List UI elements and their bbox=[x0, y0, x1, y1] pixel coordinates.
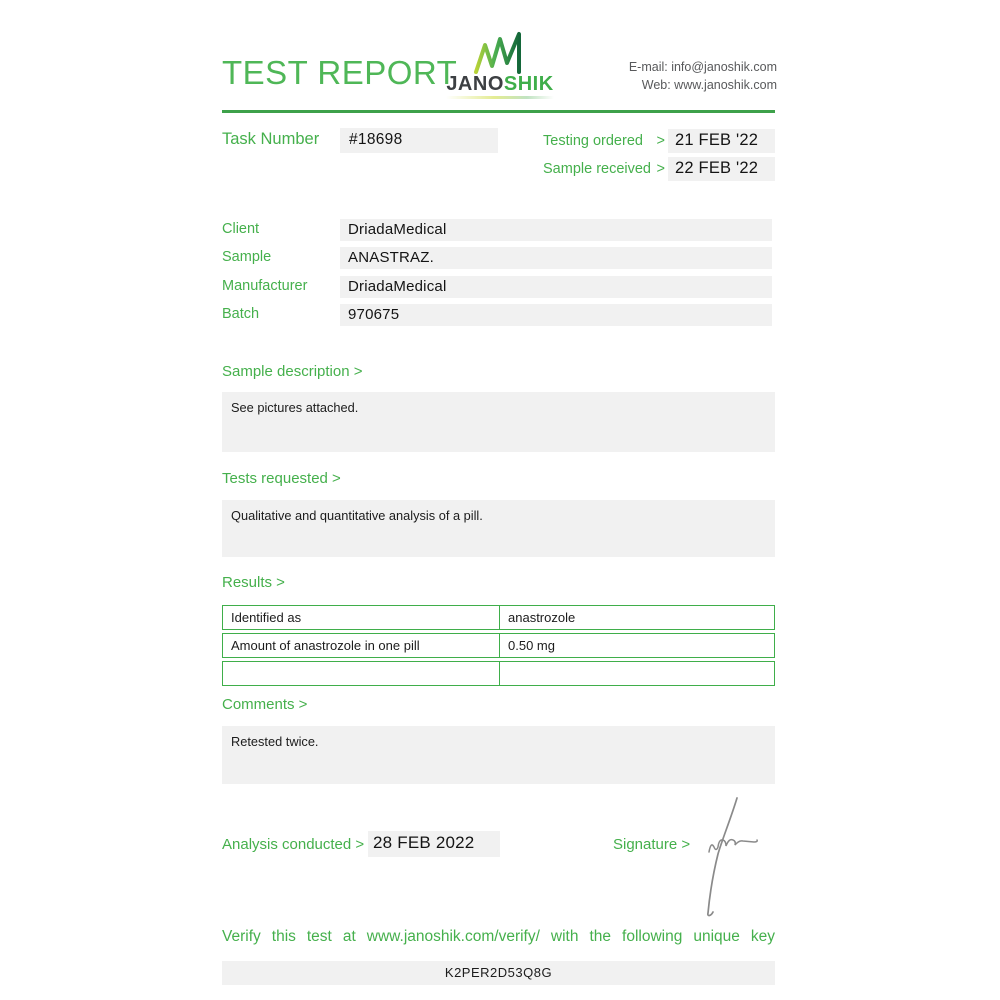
sample-label: Sample bbox=[222, 249, 272, 265]
verify-key-value: K2PER2D53Q8G bbox=[444, 965, 553, 980]
tests-requested-text: Qualitative and quantitative analysis of… bbox=[231, 508, 483, 523]
arrow-glyph: > bbox=[656, 161, 665, 177]
result-value: 0.50 mg bbox=[508, 638, 555, 653]
analysis-conducted-label: Analysis conducted > bbox=[222, 836, 365, 853]
sample-received-value: 22 FEB '22 bbox=[675, 159, 759, 177]
table-row: Amount of anastrozole in one pill 0.50 m… bbox=[222, 633, 775, 658]
analysis-date-value: 28 FEB 2022 bbox=[373, 833, 475, 852]
results-table: Identified as anastrozole Amount of anas… bbox=[222, 605, 775, 686]
sample-value: ANASTRAZ. bbox=[348, 249, 434, 266]
web-line: Web: www.janoshik.com bbox=[641, 78, 777, 93]
task-number-label: Task Number bbox=[222, 130, 320, 148]
batch-field: 970675 bbox=[340, 304, 772, 326]
comments-box: Retested twice. bbox=[222, 726, 775, 784]
verify-key-field: K2PER2D53Q8G bbox=[222, 961, 775, 985]
result-key: Identified as bbox=[223, 606, 500, 629]
logo-text-dark: JANO bbox=[446, 73, 504, 95]
contact-info: E-mail: info@janoshik.com Web: www.janos… bbox=[629, 58, 777, 94]
results-heading: Results > bbox=[222, 574, 285, 591]
signature-label: Signature > bbox=[613, 836, 691, 853]
sample-description-text: See pictures attached. bbox=[231, 400, 359, 415]
result-key: Amount of anastrozole in one pill bbox=[223, 634, 500, 657]
comments-heading: Comments > bbox=[222, 696, 308, 713]
testing-ordered-field: 21 FEB '22 bbox=[668, 129, 775, 153]
task-number-value: #18698 bbox=[349, 131, 403, 148]
logo-wordmark: JANOSHIK bbox=[446, 74, 554, 94]
result-key bbox=[223, 662, 500, 685]
trend-chart-icon bbox=[474, 32, 521, 74]
manufacturer-field: DriadaMedical bbox=[340, 276, 772, 298]
result-value bbox=[500, 662, 774, 685]
testing-ordered-label: Testing ordered > bbox=[543, 133, 665, 149]
signature-image bbox=[707, 797, 758, 917]
sample-received-field: 22 FEB '22 bbox=[668, 157, 775, 181]
tests-requested-heading: Tests requested > bbox=[222, 470, 341, 487]
verify-instruction: Verify this test at www.janoshik.com/ver… bbox=[222, 928, 775, 945]
table-row: Identified as anastrozole bbox=[222, 605, 775, 630]
client-value: DriadaMedical bbox=[348, 221, 447, 238]
email-line: E-mail: info@janoshik.com bbox=[628, 60, 777, 74]
header-divider bbox=[222, 110, 775, 113]
janoshik-logo: JANOSHIK bbox=[446, 30, 554, 99]
sample-description-heading: Sample description > bbox=[222, 363, 363, 380]
sample-description-box: See pictures attached. bbox=[222, 392, 775, 452]
client-label: Client bbox=[222, 221, 260, 237]
analysis-date-field: 28 FEB 2022 bbox=[368, 831, 500, 857]
page-title: TEST REPORT bbox=[222, 54, 458, 91]
logo-underline bbox=[446, 96, 554, 99]
batch-value: 970675 bbox=[348, 306, 400, 323]
testing-ordered-value: 21 FEB '22 bbox=[675, 131, 759, 149]
sample-field: ANASTRAZ. bbox=[340, 247, 772, 269]
batch-label: Batch bbox=[222, 306, 260, 322]
task-number-field: #18698 bbox=[340, 128, 498, 153]
sample-received-label: Sample received > bbox=[543, 161, 665, 177]
client-field: DriadaMedical bbox=[340, 219, 772, 241]
tests-requested-box: Qualitative and quantitative analysis of… bbox=[222, 500, 775, 557]
arrow-glyph: > bbox=[656, 133, 665, 149]
manufacturer-label: Manufacturer bbox=[222, 278, 308, 294]
table-row bbox=[222, 661, 775, 686]
logo-text-green: SHIK bbox=[503, 73, 554, 95]
manufacturer-value: DriadaMedical bbox=[348, 278, 447, 295]
result-value: anastrozole bbox=[508, 610, 576, 625]
comments-text: Retested twice. bbox=[231, 734, 319, 749]
